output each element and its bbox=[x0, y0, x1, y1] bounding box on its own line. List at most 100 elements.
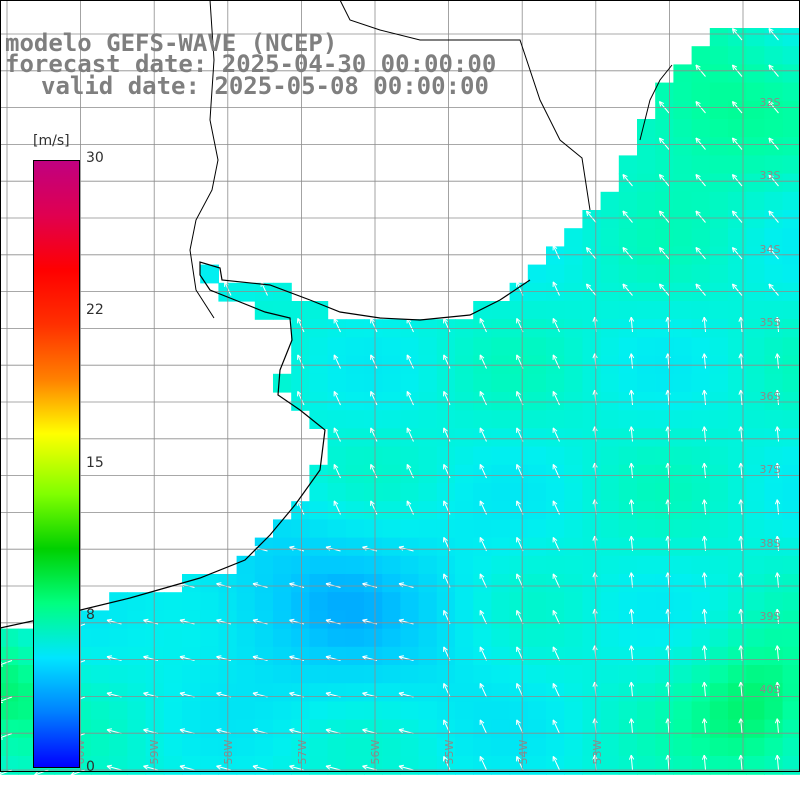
wind-cell bbox=[728, 101, 747, 120]
wind-cell bbox=[473, 447, 492, 466]
wind-cell bbox=[382, 647, 401, 666]
wind-cell bbox=[783, 119, 800, 138]
wind-cell bbox=[728, 428, 747, 447]
wind-cell bbox=[346, 501, 365, 520]
wind-cell bbox=[746, 428, 765, 447]
wind-cell bbox=[510, 410, 529, 429]
wind-cell bbox=[692, 701, 711, 720]
wind-cell bbox=[328, 337, 347, 356]
wind-cell bbox=[728, 192, 747, 211]
wind-cell bbox=[582, 574, 601, 593]
wind-cell bbox=[346, 629, 365, 648]
wind-cell bbox=[582, 410, 601, 429]
wind-cell bbox=[673, 246, 692, 265]
wind-cell bbox=[346, 538, 365, 557]
wind-cell bbox=[309, 720, 328, 739]
wind-cell bbox=[673, 337, 692, 356]
wind-cell bbox=[582, 447, 601, 466]
wind-cell bbox=[491, 647, 510, 666]
wind-cell bbox=[619, 428, 638, 447]
wind-cell bbox=[582, 610, 601, 629]
wind-cell bbox=[291, 556, 310, 575]
wind-cell bbox=[637, 210, 656, 229]
wind-cell bbox=[728, 119, 747, 138]
wind-cell bbox=[164, 738, 183, 757]
wind-cell bbox=[528, 610, 547, 629]
wind-cell bbox=[291, 501, 310, 520]
wind-cell bbox=[619, 683, 638, 702]
wind-cell bbox=[546, 301, 565, 320]
wind-cell bbox=[146, 701, 165, 720]
wind-cell bbox=[419, 501, 438, 520]
wind-cell bbox=[619, 483, 638, 502]
wind-cell bbox=[673, 265, 692, 284]
wind-cell bbox=[546, 592, 565, 611]
wind-cell bbox=[546, 538, 565, 557]
wind-cell bbox=[619, 392, 638, 411]
wind-cell bbox=[419, 374, 438, 393]
wind-cell bbox=[692, 228, 711, 247]
wind-cell bbox=[309, 610, 328, 629]
wind-cell bbox=[655, 246, 674, 265]
wind-cell bbox=[328, 701, 347, 720]
wind-cell bbox=[491, 538, 510, 557]
wind-cell bbox=[601, 519, 620, 538]
wind-cell bbox=[728, 83, 747, 102]
wind-cell bbox=[728, 46, 747, 65]
wind-cell bbox=[728, 483, 747, 502]
wind-cell bbox=[783, 374, 800, 393]
wind-cell bbox=[346, 428, 365, 447]
wind-cell bbox=[382, 410, 401, 429]
wind-cell bbox=[273, 374, 292, 393]
wind-cell bbox=[783, 410, 800, 429]
wind-cell bbox=[528, 629, 547, 648]
wind-cell bbox=[601, 301, 620, 320]
wind-cell bbox=[364, 574, 383, 593]
wind-cell bbox=[164, 720, 183, 739]
wind-cell bbox=[346, 574, 365, 593]
wind-cell bbox=[673, 137, 692, 156]
wind-cell bbox=[692, 410, 711, 429]
wind-cell bbox=[637, 483, 656, 502]
wind-cell bbox=[364, 392, 383, 411]
wind-cell bbox=[291, 592, 310, 611]
wind-cell bbox=[655, 738, 674, 757]
wind-cell bbox=[382, 556, 401, 575]
lat-label: 38S bbox=[760, 537, 781, 550]
wind-cell bbox=[764, 265, 783, 284]
wind-cell bbox=[127, 720, 146, 739]
wind-cell bbox=[637, 610, 656, 629]
wind-cell bbox=[655, 720, 674, 739]
wind-cell bbox=[473, 374, 492, 393]
wind-cell bbox=[710, 392, 729, 411]
wind-cell bbox=[510, 683, 529, 702]
wind-cell bbox=[0, 665, 19, 684]
wind-cell bbox=[164, 610, 183, 629]
wind-cell bbox=[510, 428, 529, 447]
wind-cell bbox=[364, 483, 383, 502]
wind-cell bbox=[382, 392, 401, 411]
wind-cell bbox=[746, 64, 765, 83]
wind-cell bbox=[473, 574, 492, 593]
wind-cell bbox=[783, 538, 800, 557]
wind-cell bbox=[637, 155, 656, 174]
wind-cell bbox=[510, 538, 529, 557]
wind-cell bbox=[655, 337, 674, 356]
wind-cell bbox=[764, 701, 783, 720]
wind-cell bbox=[692, 246, 711, 265]
wind-cell bbox=[582, 337, 601, 356]
wind-cell bbox=[637, 574, 656, 593]
wind-cell bbox=[601, 701, 620, 720]
wind-cell bbox=[673, 228, 692, 247]
wind-cell bbox=[546, 519, 565, 538]
wind-cell bbox=[382, 374, 401, 393]
wind-cell bbox=[637, 592, 656, 611]
wind-cell bbox=[273, 538, 292, 557]
wind-cell bbox=[437, 610, 456, 629]
wind-cell bbox=[473, 501, 492, 520]
wind-cell bbox=[692, 101, 711, 120]
wind-cell bbox=[382, 483, 401, 502]
wind-cell bbox=[419, 428, 438, 447]
wind-cell bbox=[655, 647, 674, 666]
wind-cell bbox=[710, 119, 729, 138]
